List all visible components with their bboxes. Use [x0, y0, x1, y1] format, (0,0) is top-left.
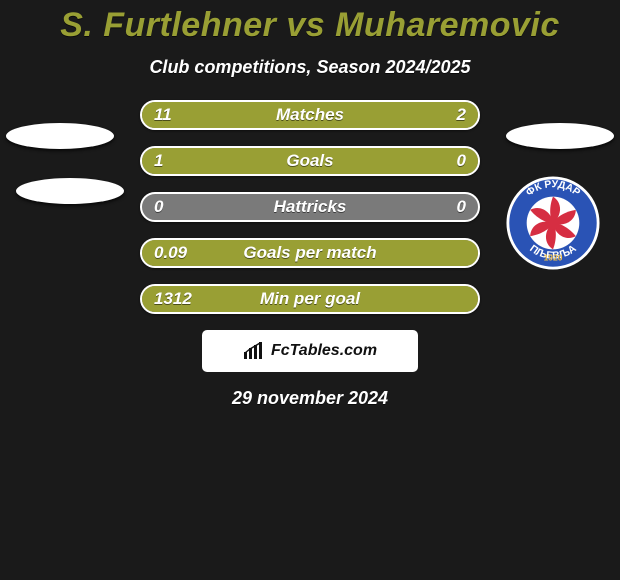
branding-text: FcTables.com	[271, 342, 377, 360]
stat-label: Matches	[142, 102, 478, 128]
club-badge: ФК РУДАР ПЉЕВЉА 1920	[506, 176, 600, 270]
stat-row-min-per-goal: 1312 Min per goal	[140, 284, 480, 314]
avatar	[6, 123, 114, 149]
page-title: S. Furtlehner vs Muharemovic	[0, 6, 620, 45]
avatar	[16, 178, 124, 204]
stat-right-value: 0	[457, 194, 466, 220]
avatar	[506, 123, 614, 149]
badge-year: 1920	[544, 253, 563, 263]
comparison-infographic: S. Furtlehner vs Muharemovic Club compet…	[0, 0, 620, 580]
stat-row-hattricks: 0 Hattricks 0	[140, 192, 480, 222]
stat-row-goals: 1 Goals 0	[140, 146, 480, 176]
stat-right-value: 2	[457, 102, 466, 128]
stat-row-matches: 11 Matches 2	[140, 100, 480, 130]
stat-row-goals-per-match: 0.09 Goals per match	[140, 238, 480, 268]
branding-card: FcTables.com	[202, 330, 418, 372]
date-text: 29 november 2024	[0, 388, 620, 409]
stat-label: Min per goal	[142, 286, 478, 312]
page-subtitle: Club competitions, Season 2024/2025	[0, 57, 620, 78]
chart-icon	[243, 342, 265, 360]
stat-right-value: 0	[457, 148, 466, 174]
stat-label: Goals per match	[142, 240, 478, 266]
stat-label: Goals	[142, 148, 478, 174]
stat-label: Hattricks	[142, 194, 478, 220]
